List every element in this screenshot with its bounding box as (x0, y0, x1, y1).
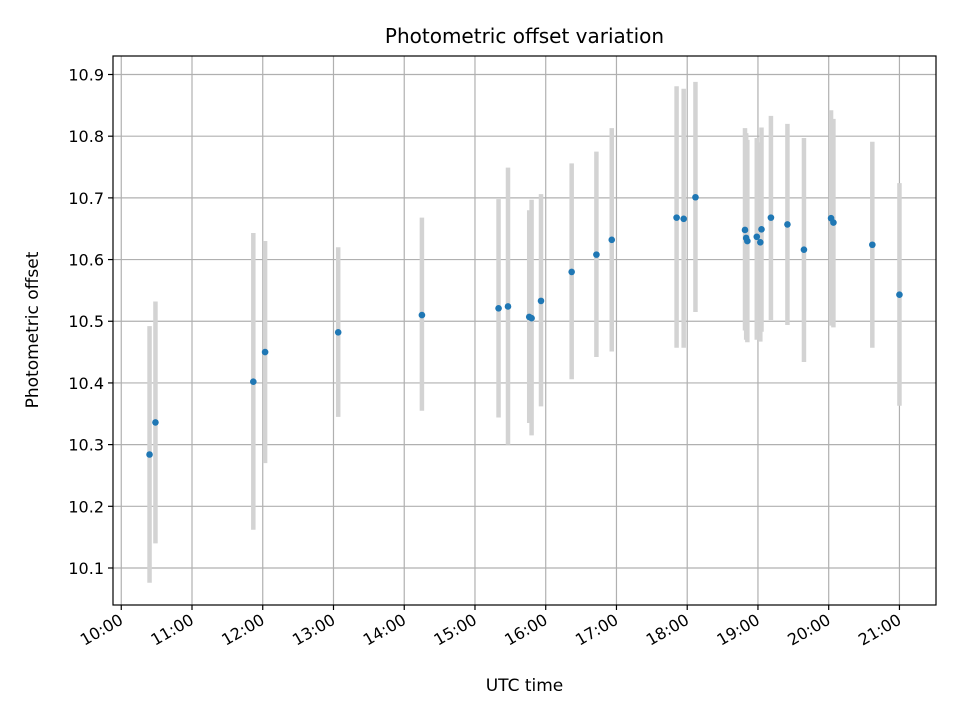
y-tick-label: 10.8 (68, 127, 104, 146)
chart-title: Photometric offset variation (385, 24, 664, 48)
x-tick-label: 12:00 (218, 610, 267, 650)
data-point (692, 193, 699, 201)
x-tick-label: 16:00 (501, 610, 550, 650)
error-bars (147, 81, 902, 583)
y-tick-label: 10.3 (68, 436, 104, 455)
data-point (568, 268, 575, 276)
x-tick-label: 10:00 (77, 610, 126, 650)
x-axis-label: UTC time (486, 676, 564, 696)
data-point (334, 329, 342, 336)
y-axis-label: Photometric offset (23, 251, 43, 408)
grid (113, 56, 936, 605)
data-point (528, 314, 535, 322)
x-tick-label: 18:00 (643, 610, 692, 650)
x-axis: 10:00 11:00 12:00 13:00 14:00 15:00 16:00 17:00… (77, 605, 904, 650)
data-point (146, 451, 153, 458)
plot-frame (112, 55, 937, 606)
x-tick-label: 19:00 (714, 610, 763, 650)
y-tick-label: 10.6 (68, 251, 104, 270)
data-point (608, 236, 616, 244)
y-tick-label: 10.9 (68, 66, 104, 85)
x-tick-label: 14:00 (360, 610, 409, 650)
data-point (495, 304, 502, 312)
y-tick-label: 10.2 (68, 497, 104, 516)
x-tick-label: 17:00 (572, 610, 621, 650)
x-tick-label: 13:00 (289, 610, 338, 650)
data-point (741, 226, 749, 234)
data-point (673, 214, 680, 221)
data-point (753, 233, 761, 241)
data-point (869, 241, 876, 249)
data-point (418, 311, 426, 319)
y-axis: 10.1 10.2 10.3 10.4 10.5 10.6 10.7 10.8 10.9 (68, 66, 113, 578)
data-point (744, 237, 751, 245)
x-tick-label: 15:00 (431, 610, 480, 650)
x-tick-label: 21:00 (855, 610, 904, 650)
data-point (152, 419, 159, 426)
data-point (767, 214, 775, 221)
data-point (504, 303, 512, 310)
y-tick-label: 10.5 (68, 312, 104, 331)
data-point (758, 226, 765, 233)
data-point (537, 297, 545, 305)
data-point (830, 219, 837, 226)
data-point (757, 238, 764, 246)
data-point (593, 251, 600, 258)
data-point (250, 378, 257, 385)
x-tick-label: 20:00 (784, 610, 833, 650)
y-tick-label: 10.4 (68, 374, 104, 393)
data-point (680, 215, 687, 223)
data-point (261, 348, 269, 356)
y-tick-label: 10.7 (68, 189, 104, 208)
data-point (800, 246, 808, 253)
y-tick-label: 10.1 (68, 559, 104, 578)
data-point (896, 291, 903, 299)
data-point (784, 221, 791, 228)
x-tick-label: 11:00 (148, 610, 197, 650)
data-points (146, 193, 903, 458)
